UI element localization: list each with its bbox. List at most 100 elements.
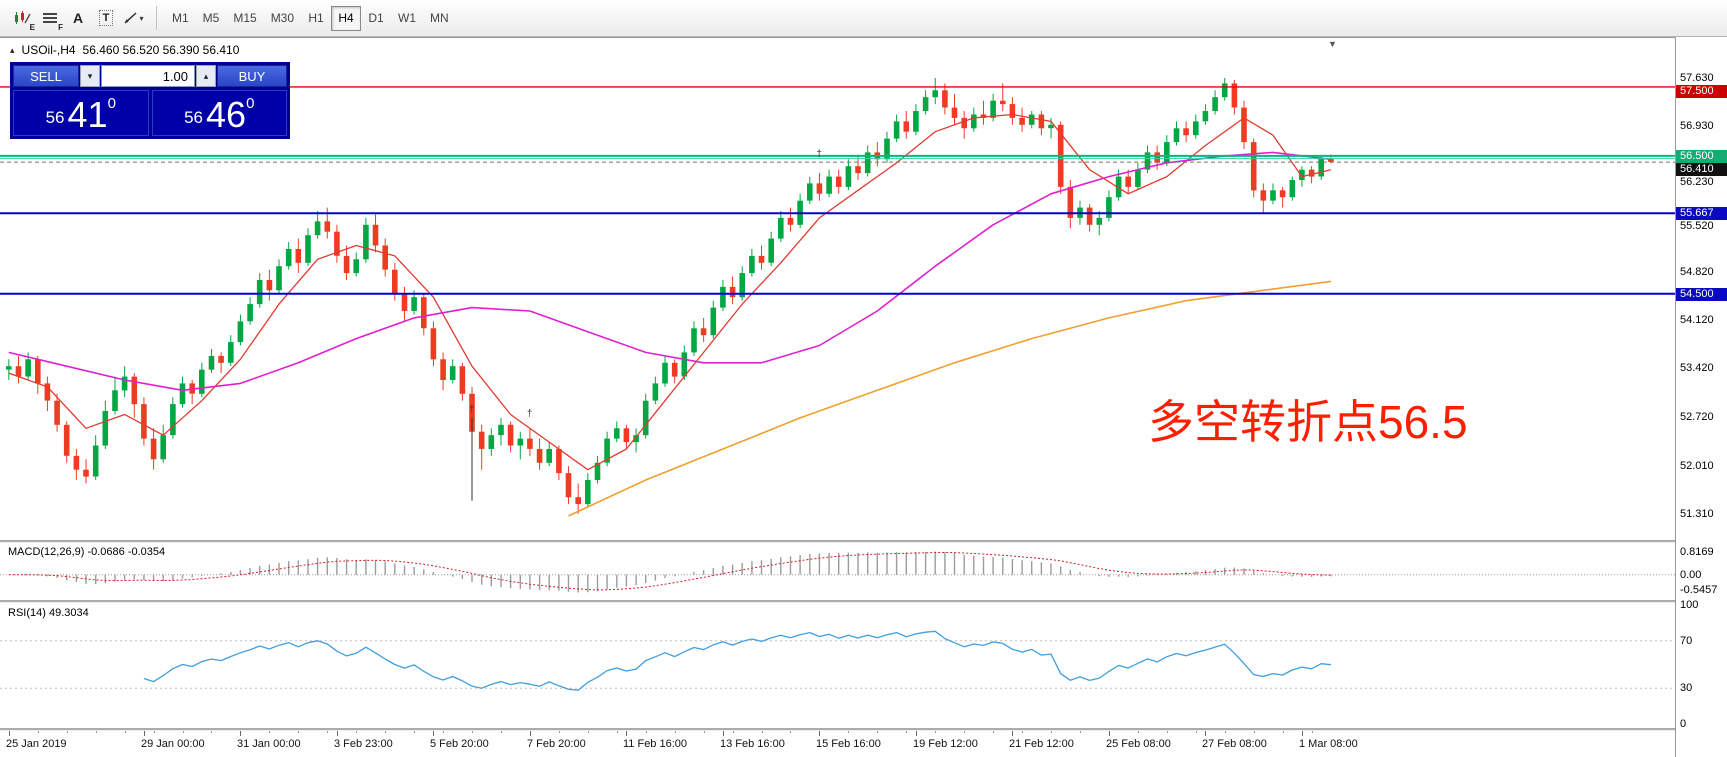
price-label: 52.010 xyxy=(1680,460,1714,472)
ask-subpip-digit: 0 xyxy=(246,95,255,112)
time-label: 29 Jan 00:00 xyxy=(141,738,205,750)
minor-tick xyxy=(964,730,965,733)
timeframe-button-d1[interactable]: D1 xyxy=(368,11,384,25)
timeframe-button-m30[interactable]: M30 xyxy=(270,11,295,25)
chart-tool-icons: E F A T ▾ xyxy=(8,5,148,32)
line-tools-icon[interactable]: ▾ xyxy=(120,5,148,31)
minor-tick xyxy=(877,730,878,733)
major-tick xyxy=(626,730,627,736)
minor-tick xyxy=(588,730,589,733)
macd-indicator-panel[interactable] xyxy=(0,542,1675,600)
panel-splitter[interactable] xyxy=(0,540,1676,543)
minor-tick xyxy=(1051,730,1052,733)
minor-tick xyxy=(38,730,39,733)
major-tick xyxy=(144,730,145,736)
time-label: 25 Jan 2019 xyxy=(6,738,67,750)
timeframe-button-m15[interactable]: M15 xyxy=(233,11,257,25)
price-tag: 56.500 xyxy=(1676,150,1727,163)
bid-price[interactable]: 56 41 0 xyxy=(13,90,149,136)
time-axis[interactable]: 25 Jan 2019 29 Jan 00:00 31 Jan 00:00 3 Feb… xyxy=(0,730,1675,757)
minor-tick xyxy=(1167,730,1168,733)
timeframe-bar: M1 M5 M15 M30 H1 H4 D1 W1 MN xyxy=(165,5,456,31)
minor-tick xyxy=(559,730,560,733)
chart-object-marker[interactable]: † xyxy=(527,409,533,420)
chart-object-marker[interactable]: † xyxy=(469,404,475,415)
volume-dropdown-button[interactable]: ▾ xyxy=(80,65,100,87)
minor-tick xyxy=(211,730,212,733)
minor-tick xyxy=(1022,730,1023,733)
macd-scale-label: 0.8169 xyxy=(1680,546,1714,558)
minor-tick xyxy=(993,730,994,733)
time-label: 1 Mar 08:00 xyxy=(1299,738,1358,750)
price-scale[interactable]: 57.630 57.500 56.930 56.500 56.410 56.230 55.6… xyxy=(1675,37,1727,757)
timeframe-button-mn[interactable]: MN xyxy=(430,11,449,25)
time-label: 25 Feb 08:00 xyxy=(1106,738,1171,750)
major-tick xyxy=(723,730,724,736)
timeframe-button-h1[interactable]: H1 xyxy=(308,11,324,25)
timeframe-button-m1[interactable]: M1 xyxy=(172,11,189,25)
indicator-list-icon-badge: F xyxy=(58,23,63,32)
minor-tick xyxy=(154,730,155,733)
volume-increase-button[interactable]: ▴ xyxy=(196,65,216,87)
minor-tick xyxy=(1225,730,1226,733)
time-label: 3 Feb 23:00 xyxy=(334,738,393,750)
major-tick xyxy=(240,730,241,736)
price-label: 51.310 xyxy=(1680,508,1714,520)
minor-tick xyxy=(1254,730,1255,733)
rsi-scale-label: 30 xyxy=(1680,682,1693,694)
indicator-list-icon[interactable]: F xyxy=(36,5,64,32)
major-tick xyxy=(916,730,917,736)
macd-scale-label: 0.00 xyxy=(1680,569,1702,581)
sell-button[interactable]: SELL xyxy=(13,65,79,87)
major-tick xyxy=(530,730,531,736)
symbol-period-label: USOil-,H4 xyxy=(21,43,76,57)
trade-prices-row: 56 41 0 56 46 0 xyxy=(13,90,287,136)
price-label: 56.930 xyxy=(1680,120,1714,132)
minor-tick xyxy=(646,730,647,733)
macd-histogram xyxy=(17,551,1332,593)
panel-splitter[interactable] xyxy=(0,728,1676,731)
timeframe-button-h4[interactable]: H4 xyxy=(331,5,362,31)
rsi-scale-label: 70 xyxy=(1680,635,1693,647)
price-tag: 55.667 xyxy=(1676,207,1727,220)
buy-button[interactable]: BUY xyxy=(217,65,287,87)
rsi-indicator-panel[interactable] xyxy=(0,602,1675,728)
top-toolbar: E F A T ▾ M1 M5 M15 M30 H1 H4 D1 W1 MN xyxy=(0,0,1727,37)
timeframe-button-w1[interactable]: W1 xyxy=(398,11,417,25)
minor-tick xyxy=(443,730,444,733)
expert-chart-icon[interactable]: E xyxy=(8,5,36,32)
price-label: 56.230 xyxy=(1680,176,1714,188)
volume-input[interactable] xyxy=(101,65,195,87)
macd-signal-line xyxy=(8,552,1331,591)
time-label: 5 Feb 20:00 xyxy=(430,738,489,750)
chart-object-marker[interactable]: † xyxy=(816,149,822,160)
price-label: 54.120 xyxy=(1680,314,1714,326)
panel-splitter[interactable] xyxy=(0,600,1676,603)
minor-tick xyxy=(356,730,357,733)
bid-main-digits: 56 xyxy=(45,108,65,127)
text-box-icon[interactable]: T xyxy=(92,5,120,31)
minor-tick xyxy=(385,730,386,733)
price-label: 54.820 xyxy=(1680,266,1714,278)
panel-toggle-icon[interactable]: ▴ xyxy=(10,44,15,55)
minor-tick xyxy=(125,730,126,733)
time-label: 27 Feb 08:00 xyxy=(1202,738,1267,750)
text-label-icon[interactable]: A xyxy=(72,10,84,26)
chart-window-frame xyxy=(0,37,1727,38)
time-label: 13 Feb 16:00 xyxy=(720,738,785,750)
major-tick xyxy=(819,730,820,736)
auto-scroll-marker-icon[interactable]: ▼ xyxy=(1328,39,1337,49)
time-label: 11 Feb 16:00 xyxy=(623,738,688,750)
chart-header: ▴ USOil-,H4 56.460 56.520 56.390 56.410 xyxy=(10,43,239,57)
time-label: 7 Feb 20:00 xyxy=(527,738,586,750)
trade-controls-row: SELL ▾ ▴ BUY xyxy=(13,65,287,87)
minor-tick xyxy=(414,730,415,733)
minor-tick xyxy=(501,730,502,733)
macd-indicator-label: MACD(12,26,9) -0.0686 -0.0354 xyxy=(8,546,166,558)
minor-tick xyxy=(96,730,97,733)
timeframe-button-m5[interactable]: M5 xyxy=(202,11,220,25)
major-tick xyxy=(9,730,10,736)
major-tick xyxy=(337,730,338,736)
ask-price[interactable]: 56 46 0 xyxy=(151,90,287,136)
